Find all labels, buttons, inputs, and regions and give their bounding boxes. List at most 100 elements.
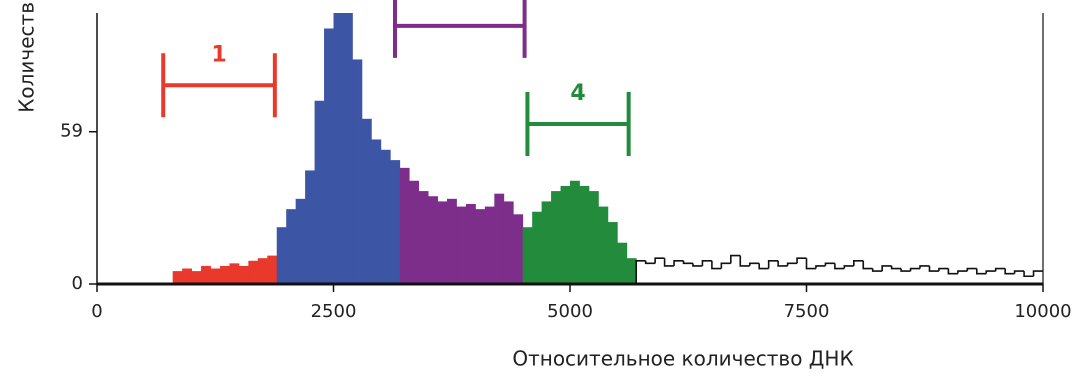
histogram-bar	[380, 149, 391, 284]
x-tick-label: 5000	[547, 301, 593, 322]
histogram-bar	[390, 160, 401, 284]
histogram-bar	[607, 222, 618, 284]
histogram-bar	[494, 193, 505, 284]
histogram-bar	[418, 191, 429, 284]
histogram-bar	[617, 242, 628, 284]
histogram-bar	[248, 260, 259, 284]
histogram-bar	[475, 209, 486, 284]
histogram-bar	[513, 214, 524, 284]
histogram-step	[1013, 270, 1025, 274]
histogram-bar	[267, 255, 278, 284]
histogram-step	[796, 257, 807, 264]
histogram-bar	[579, 185, 590, 284]
histogram-bar	[286, 209, 297, 284]
histogram-step	[730, 254, 741, 264]
histogram-step	[805, 258, 816, 270]
histogram-bar	[229, 263, 240, 284]
histogram-bar	[305, 170, 315, 284]
histogram-step	[748, 262, 760, 266]
histogram-bar	[465, 203, 476, 284]
histogram-step	[871, 268, 883, 272]
histogram-step	[1032, 270, 1043, 277]
histogram-bar	[182, 268, 192, 284]
histogram-step	[654, 257, 665, 264]
histogram-bar	[314, 100, 325, 284]
histogram-step	[890, 265, 902, 270]
histogram-bar	[447, 198, 457, 284]
histogram-step	[815, 265, 826, 269]
histogram-step	[928, 265, 939, 272]
y-axis-label: Количеств	[15, 2, 39, 113]
histogram-step	[673, 259, 684, 266]
histogram-step	[777, 260, 788, 267]
histogram-bar	[456, 206, 467, 284]
histogram-step	[881, 265, 892, 272]
histogram-bar	[598, 206, 609, 284]
histogram-bar	[238, 265, 249, 284]
histogram-bar	[276, 227, 287, 284]
histogram-step	[701, 259, 712, 266]
histogram-bar	[210, 268, 221, 284]
histogram-step	[975, 268, 987, 275]
histogram-step	[711, 260, 722, 270]
histogram-bar	[333, 13, 344, 284]
histogram-step	[843, 265, 854, 269]
histogram-bar	[352, 59, 363, 285]
x-tick-label: 0	[91, 301, 102, 322]
y-tick-label: 59	[60, 121, 83, 142]
histogram-bar	[409, 180, 420, 284]
histogram-bar	[371, 139, 382, 284]
histogram-bar	[560, 185, 571, 284]
histogram-step	[767, 259, 779, 269]
histogram-bar	[399, 167, 410, 284]
histogram-step	[644, 260, 656, 265]
y-tick-label: 0	[72, 273, 83, 294]
histogram-step	[786, 262, 798, 266]
x-tick-label: 10000	[1014, 301, 1071, 322]
x-axis-label: Относительное количество ДНК	[512, 347, 853, 371]
histogram-step	[739, 255, 750, 267]
histogram-bar	[257, 258, 268, 284]
histogram-bar	[172, 271, 183, 284]
histogram-step	[966, 267, 977, 272]
histogram-step	[947, 268, 958, 275]
histogram-step	[758, 263, 769, 270]
histogram-step	[919, 265, 930, 269]
histogram-bar	[503, 201, 514, 284]
histogram-step	[692, 263, 703, 267]
histogram-bar	[324, 28, 334, 284]
histogram-step	[862, 260, 873, 270]
histogram-bar	[541, 201, 552, 284]
histogram-bar	[626, 258, 637, 284]
histogram-step	[985, 270, 996, 274]
histogram-bar	[342, 13, 353, 284]
histogram-bar	[532, 211, 543, 284]
histogram-bar	[522, 227, 533, 284]
histogram-step	[635, 259, 646, 284]
histogram-bar	[219, 265, 230, 284]
histogram-bar	[570, 180, 580, 284]
histogram-bar	[551, 191, 561, 284]
histogram-bar	[588, 191, 599, 284]
histogram-step	[682, 260, 693, 265]
histogram-bar	[428, 196, 438, 284]
histogram-step	[909, 267, 921, 272]
histogram-step	[834, 263, 845, 270]
histogram-bar	[437, 201, 448, 284]
histogram-bar	[361, 118, 372, 284]
gate-label: 1	[211, 42, 226, 67]
histogram-step	[853, 259, 864, 266]
histogram-step	[824, 262, 835, 266]
histogram-bar	[484, 206, 495, 284]
x-tick-label: 2500	[311, 301, 357, 322]
x-tick-label: 7500	[784, 301, 830, 322]
histogram-step	[957, 270, 968, 274]
histogram-step	[720, 262, 731, 269]
histogram-step	[938, 267, 949, 272]
histogram-step	[663, 258, 675, 267]
plot-area	[172, 13, 1043, 285]
histogram-step	[900, 268, 911, 272]
histogram-bar	[295, 198, 306, 284]
